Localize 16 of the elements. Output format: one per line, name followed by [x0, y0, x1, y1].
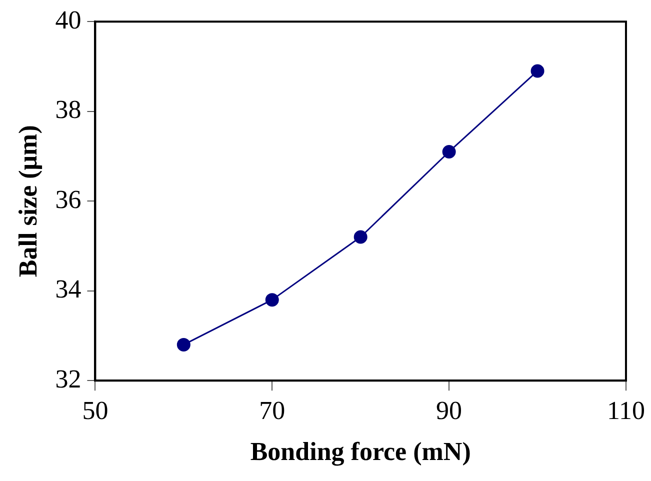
y-axis-title: Ball size (μm): [13, 125, 42, 278]
point: [530, 64, 544, 78]
point: [176, 338, 190, 352]
x-tick-label: 50: [82, 396, 108, 426]
y-tick-label: 38: [55, 95, 82, 124]
y-tick-label: 32: [55, 364, 82, 394]
point: [442, 144, 456, 158]
point: [354, 230, 368, 244]
x-tick-label: 110: [606, 396, 646, 426]
x-tick-label: 90: [436, 396, 462, 426]
x-axis-title: Bonding force (mN): [250, 437, 471, 466]
x-tick-label: 70: [259, 396, 286, 426]
y-tick-label: 34: [55, 274, 82, 304]
y-tick-label: 36: [55, 184, 82, 214]
y-tick-label: 40: [55, 5, 82, 34]
point: [265, 293, 279, 307]
